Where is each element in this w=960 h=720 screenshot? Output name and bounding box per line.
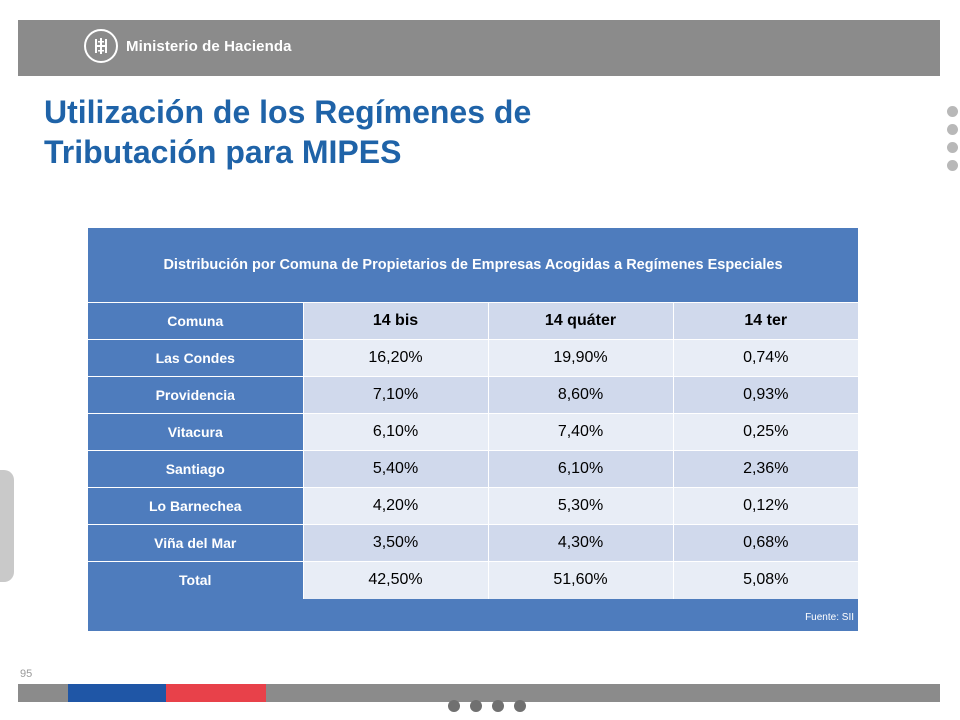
ministry-emblem-icon [84,29,118,63]
row-label-total: Total [88,561,303,599]
row-label: Santiago [88,450,303,488]
cell-14quater: 19,90% [487,339,673,377]
source-note: Fuente: SII [805,612,854,623]
cell-14bis: 6,10% [302,413,488,451]
side-dots-decoration [947,106,958,171]
table-caption: Distribución por Comuna de Propietarios … [163,256,783,273]
cell-14bis: 4,20% [302,487,488,525]
cell-14quater: 4,30% [487,524,673,562]
cell-14quater: 7,40% [487,413,673,451]
cell-14quater: 6,10% [487,450,673,488]
column-header-14quater: 14 quáter [487,302,673,340]
row-label: Vitacura [88,413,303,451]
ministry-logo: Ministerio de Hacienda [84,29,292,63]
cell-14quater: 8,60% [487,376,673,414]
cell-14bis: 3,50% [302,524,488,562]
table-row: Vitacura 6,10% 7,40% 0,25% [88,413,858,451]
table-row: Santiago 5,40% 6,10% 2,36% [88,450,858,488]
table-row: Viña del Mar 3,50% 4,30% 0,68% [88,524,858,562]
table-panel: Distribución por Comuna de Propietarios … [88,228,858,631]
cell-14ter: 0,25% [672,413,858,451]
column-header-14ter: 14 ter [672,302,858,340]
cell-14quater: 5,30% [487,487,673,525]
footer-stripe-blue [68,684,166,702]
row-label: Las Condes [88,339,303,377]
left-tab-decoration [0,470,14,582]
data-table: Comuna 14 bis 14 quáter 14 ter Las Conde… [88,302,858,599]
row-label: Viña del Mar [88,524,303,562]
table-row: Providencia 7,10% 8,60% 0,93% [88,376,858,414]
footer-dots-decoration [448,700,526,712]
column-header-14bis: 14 bis [302,302,488,340]
cell-14bis: 16,20% [302,339,488,377]
table-header-row: Comuna 14 bis 14 quáter 14 ter [88,302,858,340]
cell-14ter: 2,36% [672,450,858,488]
title-line-1: Utilización de los Regímenes de [44,94,532,130]
table-row: Lo Barnechea 4,20% 5,30% 0,12% [88,487,858,525]
cell-14ter: 0,93% [672,376,858,414]
footer-stripe-red [166,684,266,702]
title-line-2: Tributación para MIPES [44,134,402,170]
cell-14ter: 0,74% [672,339,858,377]
header-bar [18,20,940,76]
table-total-row: Total 42,50% 51,60% 5,08% [88,561,858,599]
slide-title: Utilización de los Regímenes de Tributac… [44,92,704,172]
cell-14ter: 0,68% [672,524,858,562]
column-header-comuna: Comuna [88,302,303,340]
cell-14ter: 0,12% [672,487,858,525]
cell-14ter: 5,08% [672,561,858,599]
page-number: 95 [20,668,33,680]
cell-14bis: 5,40% [302,450,488,488]
cell-14bis: 7,10% [302,376,488,414]
row-label: Lo Barnechea [88,487,303,525]
row-label: Providencia [88,376,303,414]
cell-14quater: 51,60% [487,561,673,599]
ministry-name: Ministerio de Hacienda [126,37,292,55]
cell-14bis: 42,50% [302,561,488,599]
table-row: Las Condes 16,20% 19,90% 0,74% [88,339,858,377]
